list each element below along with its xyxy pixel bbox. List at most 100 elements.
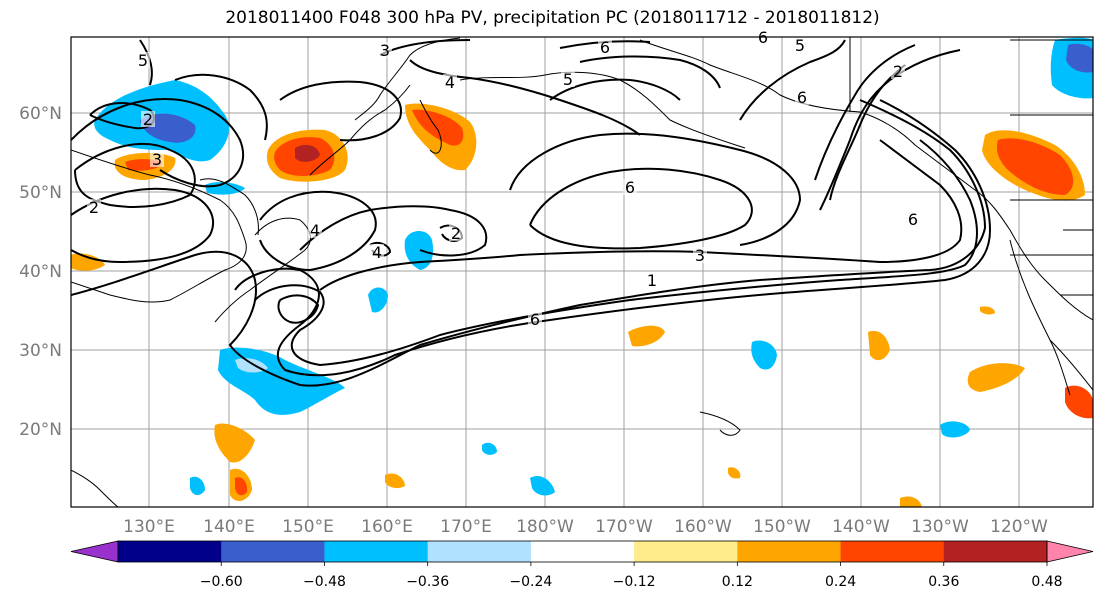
- precip-positive-area: [900, 496, 922, 507]
- precip-positive-area: [295, 144, 320, 162]
- contour-label: 4: [372, 243, 382, 262]
- precip-negative-area: [530, 475, 555, 496]
- lon-tick-label: 160°W: [674, 517, 732, 537]
- lon-tick-label: 130°W: [911, 517, 969, 537]
- contour-label-bg: [370, 244, 384, 260]
- lat-tick-label: 40°N: [19, 262, 62, 282]
- precip-positive-area: [1065, 385, 1093, 419]
- colorbar-segment: [737, 541, 842, 562]
- lon-tick-label: 180°W: [516, 517, 574, 537]
- contour-label: 1: [647, 271, 657, 290]
- contour-label: 5: [138, 51, 148, 70]
- contour-label: 3: [695, 246, 705, 265]
- precip-negative-area: [751, 340, 777, 370]
- precip-negative-area: [940, 421, 970, 438]
- political-boundaries: [849, 37, 1093, 296]
- contour-label-bg: [150, 151, 164, 167]
- contour-label: 5: [795, 36, 805, 55]
- contour-label-bg: [378, 42, 392, 58]
- contour-label-bg: [623, 179, 637, 195]
- contour-label-bg: [645, 272, 659, 288]
- contour-label: 6: [797, 88, 807, 107]
- precip-negative-area: [1066, 43, 1093, 73]
- precip-positive-area: [728, 467, 741, 479]
- colorbar-tick-label: −0.60: [200, 574, 243, 590]
- colorbar-segment: [324, 541, 429, 562]
- lon-tick-label: 140°E: [203, 517, 255, 537]
- colorbar-segment: [840, 541, 945, 562]
- map-frame: [70, 36, 1094, 508]
- contour-label-bg: [561, 71, 575, 87]
- precip-positive-area: [214, 423, 255, 463]
- colorbar-tick-label: 0.36: [928, 574, 959, 590]
- contour-label-bg: [528, 311, 542, 327]
- contour-label-bg: [308, 222, 322, 238]
- precip-positive-area: [868, 330, 890, 361]
- contour-label: 3: [380, 41, 390, 60]
- lat-tick-label: 30°N: [19, 341, 62, 361]
- contour-label: 4: [310, 221, 320, 240]
- colorbar-tick-labels: −0.60 −0.48 −0.36 −0.24 −0.12 0.12 0.24 0.36 0.4…: [200, 562, 1063, 590]
- precip-positive-area: [980, 306, 995, 315]
- colorbar-segment: [530, 541, 635, 562]
- contour-label-bg: [891, 63, 905, 79]
- contour-label-bg: [793, 37, 807, 53]
- precip-positive-area: [967, 363, 1025, 392]
- contour-label: 2: [89, 198, 99, 217]
- contour-label: 6: [625, 178, 635, 197]
- contour-label: 2: [451, 224, 461, 243]
- precip-positive-area: [235, 477, 248, 496]
- colorbar-segment: [427, 541, 532, 562]
- contour-label-bg: [141, 111, 155, 127]
- colorbar-tick-label: −0.36: [406, 574, 449, 590]
- map-title: 2018011400 F048 300 hPa PV, precipitatio…: [225, 8, 880, 28]
- pv-contours: [71, 39, 992, 387]
- contour-label: 6: [600, 38, 610, 57]
- colorbar-tick-label: 0.48: [1031, 574, 1062, 590]
- contour-label: 5: [563, 70, 573, 89]
- precip-positive-area: [385, 473, 405, 489]
- lon-tick-label: 160°E: [361, 517, 413, 537]
- lon-tick-labels: 130°E 140°E 150°E 160°E 170°E 180°W 170°W 160°W…: [123, 517, 1048, 537]
- colorbar-outline: [117, 540, 1048, 563]
- contour-label: 2: [143, 110, 153, 129]
- colorbar-extend-high: [1046, 540, 1094, 563]
- precip-positive-area: [71, 253, 105, 271]
- contour-label-bg: [795, 89, 809, 105]
- colorbar-tick-label: −0.48: [303, 574, 346, 590]
- lat-tick-label: 20°N: [19, 420, 62, 440]
- contour-label-bg: [906, 211, 920, 227]
- colorbar-tick-label: −0.12: [613, 574, 656, 590]
- precip-negative-area: [482, 442, 497, 455]
- precip-negative-area: [368, 287, 388, 313]
- colorbar-segment: [221, 541, 325, 562]
- lon-tick-label: 170°W: [595, 517, 653, 537]
- precip-negative-area: [404, 231, 434, 270]
- contour-label: 3: [152, 150, 162, 169]
- precip-shading: [71, 37, 1093, 507]
- colorbar-segment: [634, 541, 738, 562]
- contour-label-bg: [693, 247, 707, 263]
- contour-label-bg: [598, 39, 612, 55]
- lon-tick-label: 170°E: [440, 517, 492, 537]
- precip-negative-area: [190, 476, 205, 496]
- colorbar-tick-label: 0.12: [722, 574, 753, 590]
- lon-tick-label: 130°E: [123, 517, 175, 537]
- colorbar-tick-label: −0.24: [509, 574, 552, 590]
- lon-tick-label: 140°W: [832, 517, 890, 537]
- precip-positive-area: [628, 325, 665, 347]
- colorbar: [70, 540, 1094, 563]
- precip-positive-area: [412, 109, 464, 146]
- colorbar-extend-low: [70, 540, 119, 563]
- lat-tick-label: 50°N: [19, 183, 62, 203]
- lon-tick-label: 120°W: [990, 517, 1048, 537]
- contour-label: 6: [530, 310, 540, 329]
- lon-tick-label: 150°W: [753, 517, 811, 537]
- contour-label-bg: [449, 225, 463, 241]
- contour-label-bg: [87, 199, 101, 215]
- contour-label: 2: [893, 62, 903, 81]
- contour-label-bg: [136, 52, 150, 68]
- contour-label: 6: [908, 210, 918, 229]
